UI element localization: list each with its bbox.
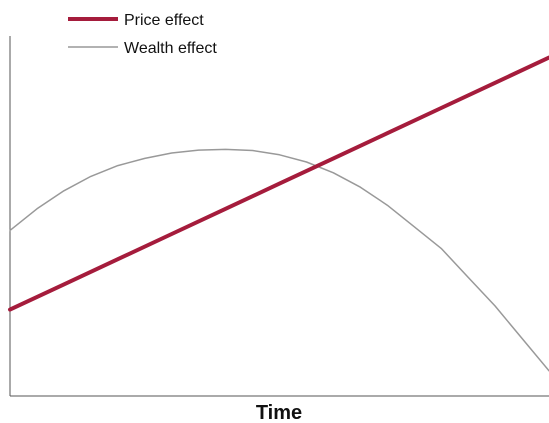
x-axis-title: Time bbox=[256, 402, 302, 423]
legend: Price effect Wealth effect bbox=[68, 12, 217, 57]
legend-label-wealth-effect: Wealth effect bbox=[124, 40, 217, 57]
series-line-price-effect bbox=[8, 55, 549, 312]
series-layer bbox=[8, 55, 549, 372]
legend-label-price-effect: Price effect bbox=[124, 12, 204, 29]
series-line-wealth-effect bbox=[9, 148, 549, 372]
